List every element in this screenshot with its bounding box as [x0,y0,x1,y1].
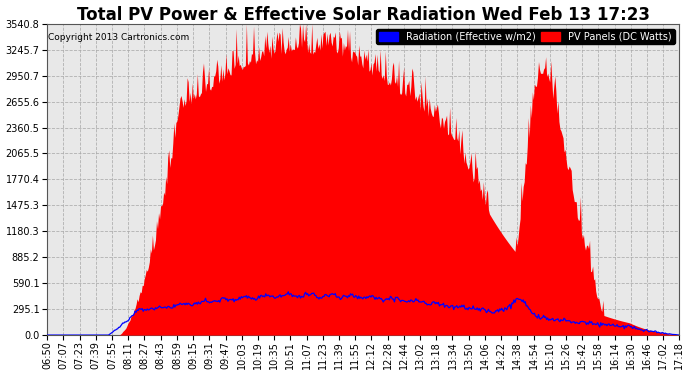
Title: Total PV Power & Effective Solar Radiation Wed Feb 13 17:23: Total PV Power & Effective Solar Radiati… [77,6,650,24]
Text: Copyright 2013 Cartronics.com: Copyright 2013 Cartronics.com [48,33,189,42]
Legend: Radiation (Effective w/m2), PV Panels (DC Watts): Radiation (Effective w/m2), PV Panels (D… [376,28,675,44]
